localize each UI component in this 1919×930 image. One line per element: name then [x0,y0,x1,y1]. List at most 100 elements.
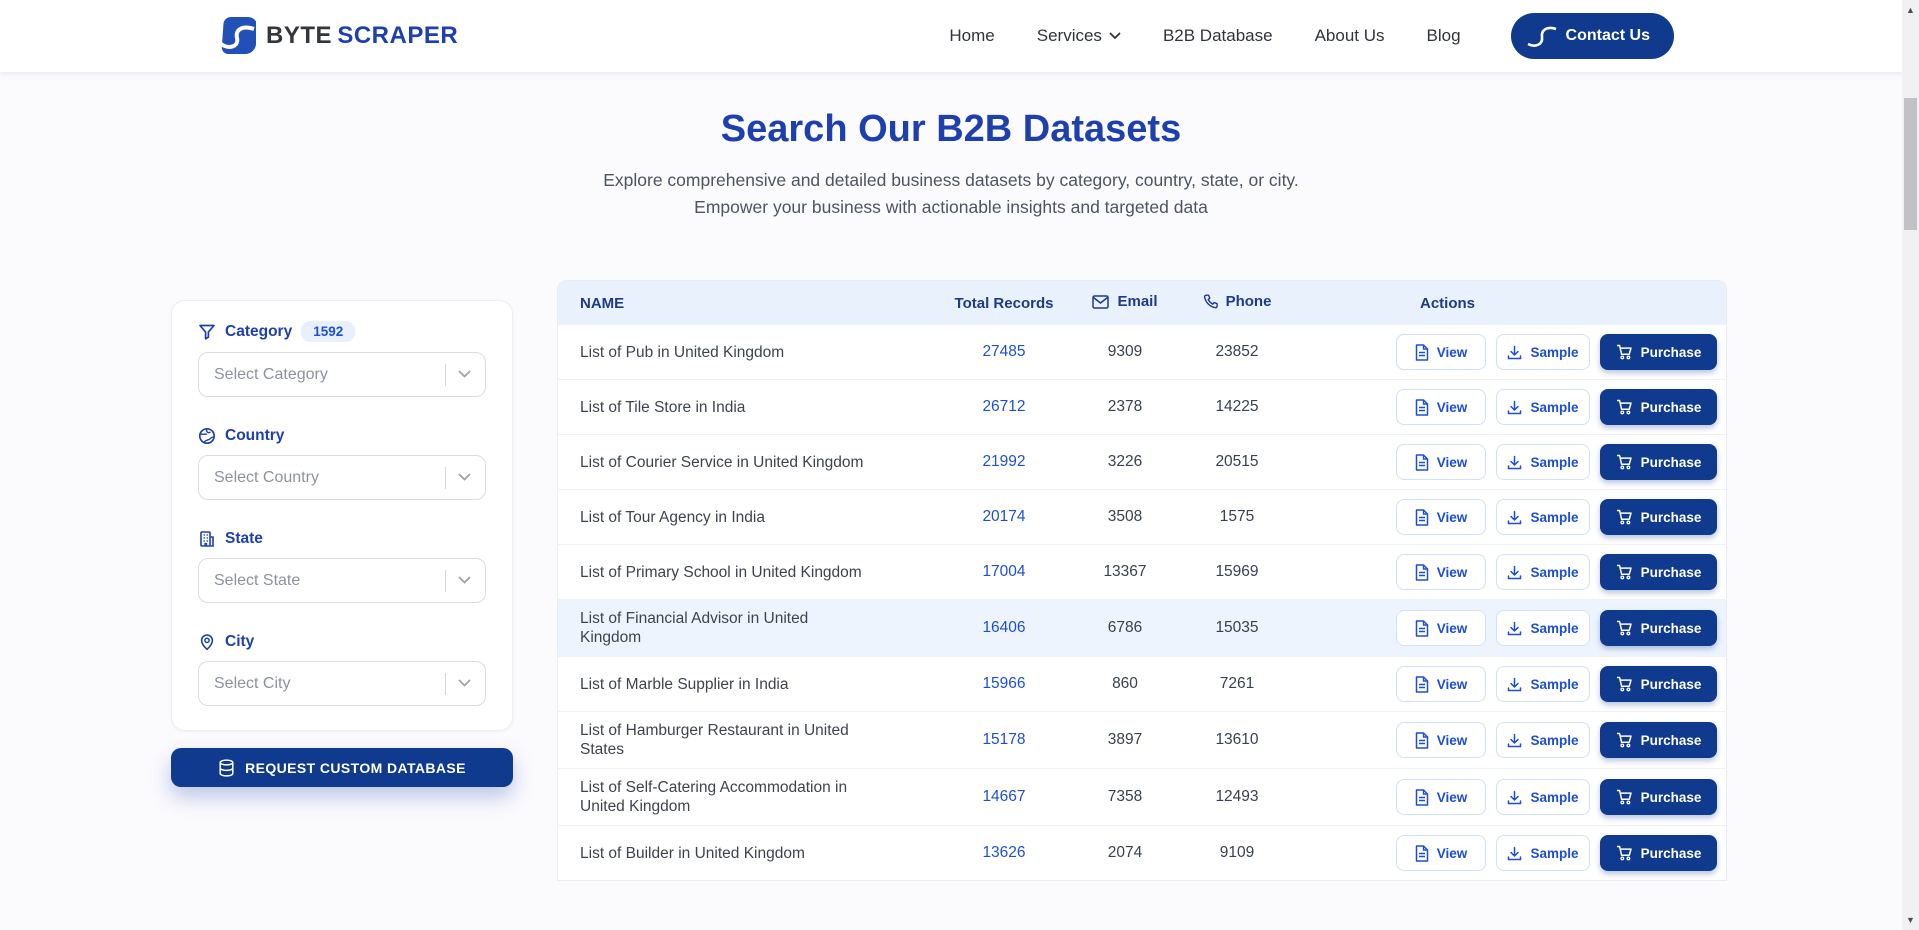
view-button[interactable]: View [1396,610,1486,646]
purchase-button-label: Purchase [1640,564,1702,580]
nav-item-services[interactable]: Services [1037,26,1121,46]
select-divider [445,569,446,592]
cart-icon [1616,344,1633,360]
sample-download-button[interactable]: Sample [1496,389,1590,425]
purchase-button-label: Purchase [1640,620,1702,636]
sample-download-button[interactable]: Sample [1496,554,1590,590]
vertical-scrollbar[interactable]: ▲ ▼ [1902,0,1919,930]
scrollbar-down-arrow[interactable]: ▼ [1906,915,1915,925]
purchase-button[interactable]: Purchase [1600,334,1717,370]
sample-download-button[interactable]: Sample [1496,444,1590,480]
purchase-button[interactable]: Purchase [1600,779,1717,815]
document-icon [1415,731,1429,749]
purchase-button[interactable]: Purchase [1600,835,1717,871]
sample-download-button[interactable]: Sample [1496,610,1590,646]
chevron-down-icon[interactable] [458,370,471,379]
row-total-records-link[interactable]: 13626 [982,844,1026,861]
download-icon [1507,400,1522,415]
row-total-records-link[interactable]: 15966 [982,675,1026,692]
sample-download-button[interactable]: Sample [1496,334,1590,370]
view-button[interactable]: View [1396,444,1486,480]
purchase-button[interactable]: Purchase [1600,610,1717,646]
nav-item-b2b-database[interactable]: B2B Database [1163,26,1273,46]
view-button[interactable]: View [1396,779,1486,815]
sample-download-button[interactable]: Sample [1496,722,1590,758]
view-button[interactable]: View [1396,722,1486,758]
view-button[interactable]: View [1396,666,1486,702]
row-total-records-link[interactable]: 14667 [982,788,1026,805]
row-total-records-link[interactable]: 15178 [982,731,1026,748]
nav-item-blog[interactable]: Blog [1427,26,1461,46]
purchase-button[interactable]: Purchase [1600,499,1717,535]
purchase-button[interactable]: Purchase [1600,666,1717,702]
column-header-name: NAME [580,294,625,312]
download-icon [1507,510,1522,525]
table-row: List of Tile Store in India 26712 2378 1… [558,379,1726,434]
top-navigation-bar: BYTE SCRAPER Home Services B2B Database … [0,0,1902,72]
chevron-down-icon[interactable] [458,679,471,688]
sample-download-button[interactable]: Sample [1496,779,1590,815]
download-icon [1507,455,1522,470]
nav-item-about-us[interactable]: About Us [1315,26,1385,46]
view-button[interactable]: View [1396,389,1486,425]
row-total-records-link[interactable]: 21992 [982,453,1026,470]
sample-download-button[interactable]: Sample [1496,499,1590,535]
nav-item-home[interactable]: Home [949,26,994,46]
row-name: List of Tour Agency in India [580,508,765,526]
country-select[interactable]: Select Country [198,455,486,500]
view-button-label: View [1436,454,1468,470]
view-button[interactable]: View [1396,334,1486,370]
row-total-records-link[interactable]: 20174 [982,508,1026,525]
row-name: List of Self-Catering Accommodation in U… [580,779,848,815]
view-button[interactable]: View [1396,835,1486,871]
sample-download-button[interactable]: Sample [1496,835,1590,871]
table-row: List of Primary School in United Kingdom… [558,544,1726,599]
sample-download-button[interactable]: Sample [1496,666,1590,702]
row-phone-count: 13610 [1215,731,1259,748]
purchase-button[interactable]: Purchase [1600,389,1717,425]
row-name: List of Financial Advisor in United King… [580,610,809,646]
row-total-records-link[interactable]: 26712 [982,398,1026,415]
row-total-records-link[interactable]: 16406 [982,619,1026,636]
row-phone-count: 9109 [1219,844,1255,861]
scrollbar-thumb[interactable] [1904,98,1917,230]
purchase-button[interactable]: Purchase [1600,444,1717,480]
table-row: List of Builder in United Kingdom 13626 … [558,825,1726,880]
row-email-count: 6786 [1107,619,1143,636]
chevron-down-icon[interactable] [458,576,471,585]
scrollbar-up-arrow[interactable]: ▲ [1906,5,1915,15]
row-phone-count: 12493 [1215,788,1259,805]
state-select[interactable]: Select State [198,558,486,603]
row-total-records-link[interactable]: 17004 [982,563,1026,580]
country-label-text: Country [225,427,285,444]
select-divider [445,466,446,489]
brand-logo[interactable]: BYTE SCRAPER [220,16,458,56]
globe-icon [198,427,216,445]
document-icon [1415,343,1429,361]
row-phone-count: 15969 [1215,563,1259,580]
row-phone-count: 14225 [1215,398,1259,415]
chevron-down-icon[interactable] [458,473,471,482]
cart-icon [1616,454,1633,470]
document-icon [1415,563,1429,581]
view-button[interactable]: View [1396,499,1486,535]
view-button[interactable]: View [1396,554,1486,590]
category-count-badge: 1592 [301,321,356,342]
row-name: List of Builder in United Kingdom [580,844,805,862]
view-button-label: View [1436,676,1468,692]
purchase-button[interactable]: Purchase [1600,722,1717,758]
sample-button-label: Sample [1530,509,1579,525]
chevron-down-icon [1109,32,1121,40]
row-email-count: 2378 [1107,398,1143,415]
column-header-phone-label: Phone [1225,293,1272,310]
city-label-text: City [225,633,255,650]
filter-card: Category 1592 Select Category Cou [171,300,513,731]
contact-us-button[interactable]: Contact Us [1510,13,1674,59]
cart-icon [1616,564,1633,580]
purchase-button[interactable]: Purchase [1600,554,1717,590]
sample-button-label: Sample [1530,732,1579,748]
request-custom-database-button[interactable]: REQUEST CUSTOM DATABASE [171,748,513,787]
category-select[interactable]: Select Category [198,352,486,397]
row-total-records-link[interactable]: 27485 [982,343,1026,360]
city-select[interactable]: Select City [198,661,486,706]
